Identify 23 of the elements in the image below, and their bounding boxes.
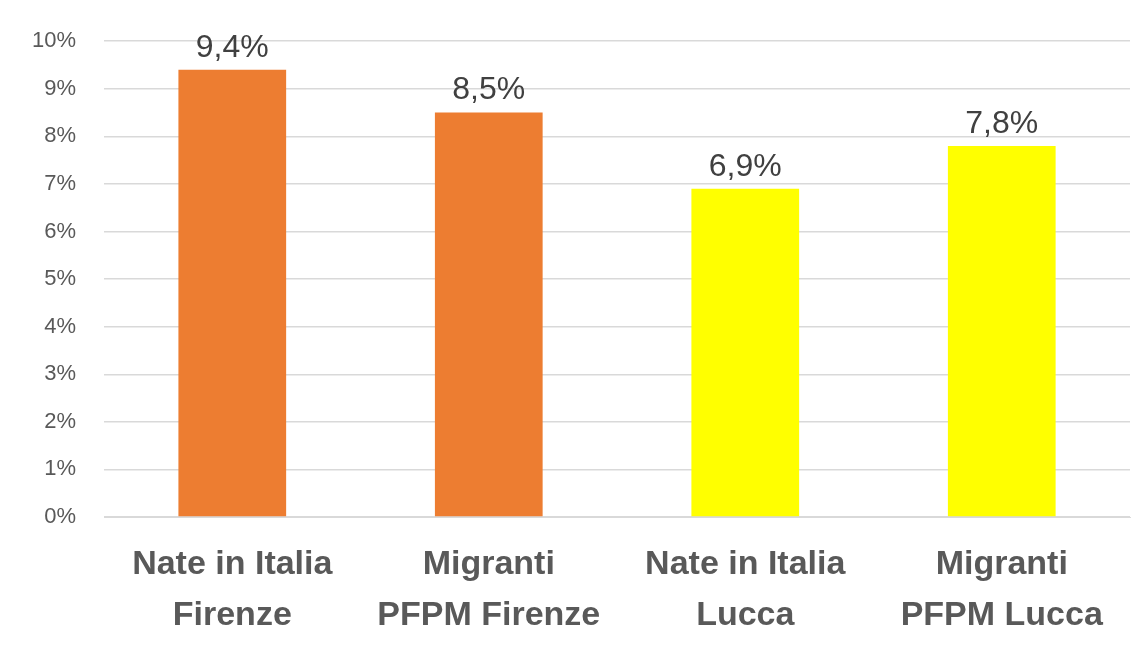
x-tick-label: Migranti PFPM Firenze	[377, 542, 601, 632]
data-label: 9,4%	[195, 27, 269, 64]
bar	[691, 188, 800, 517]
bar	[434, 112, 543, 517]
y-tick-label: 2%	[44, 407, 77, 433]
x-tick-label: Nate in Italia Firenze	[132, 542, 334, 632]
y-tick-label: 5%	[44, 265, 77, 291]
x-tick-label: Nate in Italia Lucca	[645, 542, 847, 632]
y-tick-label: 9%	[44, 74, 77, 100]
x-tick-label: Migranti PFPM Lucca	[900, 542, 1104, 632]
bar	[178, 69, 287, 517]
y-tick-label: 7%	[44, 170, 77, 195]
bar	[947, 145, 1056, 517]
data-label: 7,8%	[965, 103, 1039, 140]
y-tick-label: 6%	[44, 217, 77, 243]
y-tick-label: 10%	[31, 27, 77, 53]
y-tick-label: 1%	[44, 455, 77, 481]
y-tick-label: 0%	[44, 503, 77, 529]
data-label: 6,9%	[708, 146, 782, 183]
data-label: 8,5%	[452, 70, 526, 107]
y-tick-label: 4%	[44, 312, 77, 338]
y-tick-label: 3%	[44, 360, 77, 386]
y-tick-label: 8%	[44, 122, 77, 148]
